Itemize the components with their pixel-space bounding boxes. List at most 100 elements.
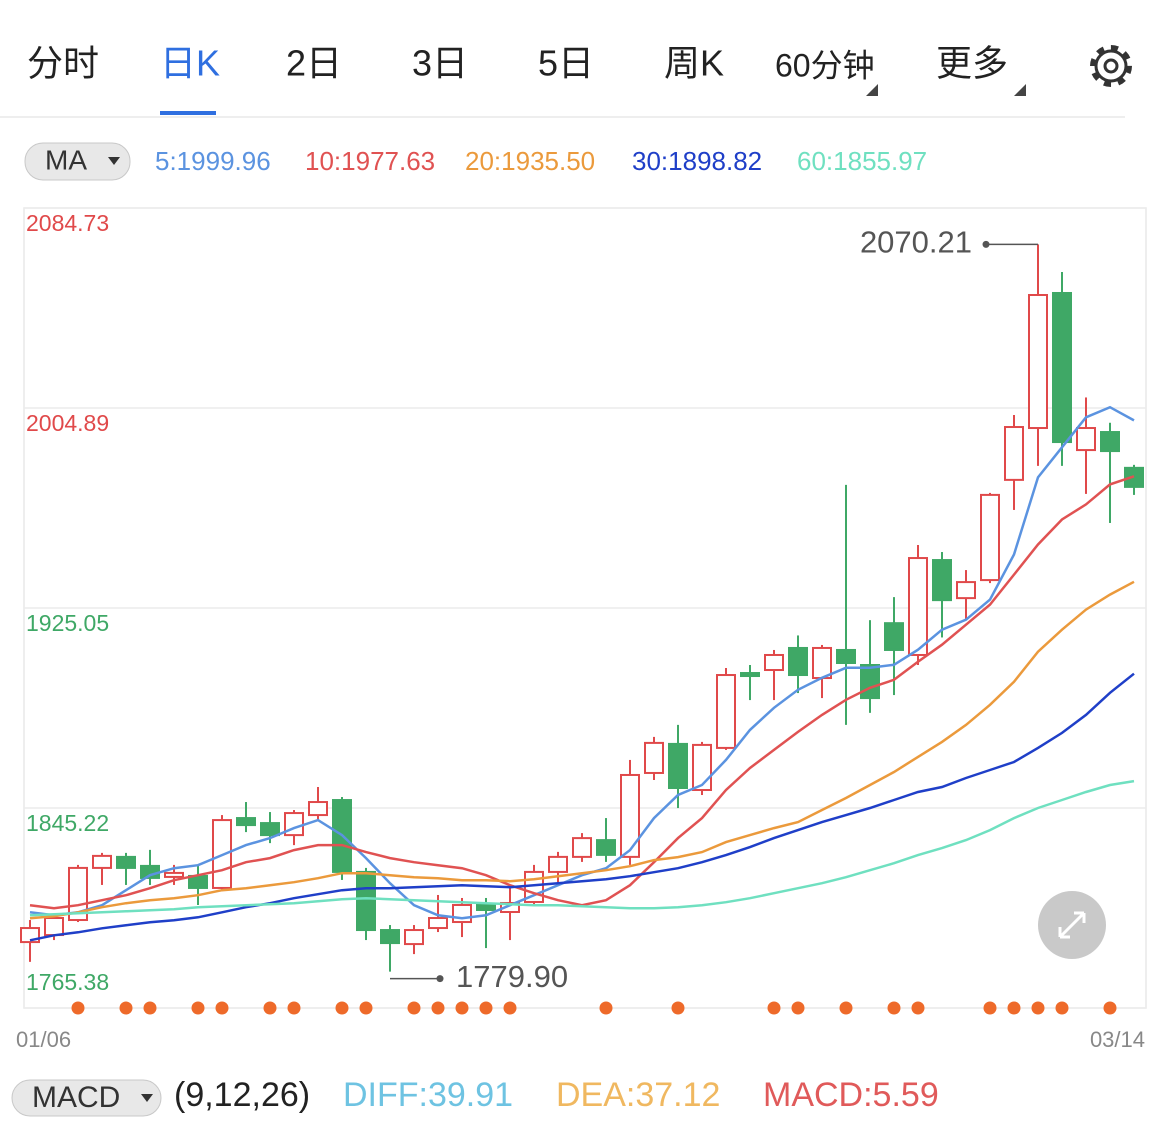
signal-dot [503,1001,517,1015]
y-tick-label: 2004.89 [26,410,109,436]
candle-body [956,581,976,600]
ma-line [29,672,1135,942]
tab[interactable]: 3日 [412,43,468,84]
gear-body [1094,49,1128,83]
candle-body [644,741,664,774]
selector-pill [11,1079,162,1117]
signal-dot [791,1001,805,1015]
y-tick-label: 1925.05 [26,610,109,636]
candle-body [380,929,400,945]
signal-dot [1103,1001,1117,1015]
candle-body [1004,426,1024,481]
legend-entry: 5:1999.96 [155,146,271,176]
signal-dot [455,1001,469,1015]
ma-line [29,580,1135,920]
low-dot [436,975,444,983]
tab[interactable]: 分时 [27,43,99,84]
ma-line [29,779,1135,917]
legend-entry: 60:1855.97 [797,146,927,176]
signal-dot [671,1001,685,1015]
tab-underline [160,111,216,115]
candle-body [1076,427,1096,452]
candle-body [428,917,448,930]
signal-dot [887,1001,901,1015]
tab[interactable]: 5日 [538,43,594,84]
candle-body [668,742,688,790]
signal-dot [911,1001,925,1015]
selector-label: MA [45,144,87,175]
gear-teeth [1090,45,1132,87]
macd-value: DEA:37.12 [556,1076,720,1114]
x-tick-label: 03/14 [1090,1027,1145,1052]
signal-dot [359,1001,373,1015]
candle-body [860,664,880,700]
y-tick-label: 1765.38 [26,969,109,995]
signal-dot [983,1001,997,1015]
signal-dot [143,1001,157,1015]
signal-dot [599,1001,613,1015]
expand-button[interactable] [1038,891,1106,959]
tab[interactable]: 周K [664,43,724,84]
signal-dot [71,1001,85,1015]
signal-dot [1031,1001,1045,1015]
legend-entry: 20:1935.50 [465,146,595,176]
signal-dot [215,1001,229,1015]
legend-entry: 30:1898.82 [632,146,762,176]
candle-body [716,674,736,749]
tab-active[interactable]: 日K [160,43,220,84]
macd-params: (9,12,26) [174,1076,310,1114]
candle-body [476,903,496,912]
gear-hole [1103,58,1119,74]
tab[interactable]: 60分钟 [775,47,875,83]
ma-line [29,405,1135,920]
signal-dot [287,1001,301,1015]
high-dot [982,240,990,248]
candle-body [1052,291,1072,444]
candle-body [164,871,184,878]
candle-body [572,837,592,858]
selector-label: MACD [32,1081,120,1114]
candle-body [620,773,640,858]
candle-body [404,929,424,946]
candle-body [812,646,832,680]
candle-body [356,870,376,932]
candle-body [764,653,784,672]
candle-body [1100,431,1120,453]
y-tick-label: 1845.22 [26,810,109,836]
candle-body [92,854,112,869]
high-label: 2070.21 [860,225,972,260]
candle-body [548,855,568,873]
signal-dot [335,1001,349,1015]
macd-selector[interactable]: MACD [11,1079,162,1117]
signal-dot [1055,1001,1069,1015]
selector-pill [24,142,131,181]
dropdown-corner [866,84,878,96]
x-tick-label: 01/06 [16,1027,71,1052]
settings-icon[interactable] [1090,45,1132,87]
candle-body [260,822,280,837]
candle-body [308,801,328,817]
candle-body [116,855,136,869]
signal-dot [263,1001,277,1015]
signal-dot [119,1001,133,1015]
signal-dot [191,1001,205,1015]
y-tick-label: 2084.73 [26,210,109,236]
candle-body [236,817,256,827]
candle-body [980,493,1000,582]
macd-value: MACD:5.59 [763,1076,939,1114]
selector-caret [141,1094,153,1102]
candle-body [908,557,928,656]
expand-arrows [1058,911,1086,939]
dropdown-corner [1014,84,1026,96]
signal-dot [407,1001,421,1015]
signal-dot [767,1001,781,1015]
tab[interactable]: 更多 [936,43,1008,84]
candle-body [1028,294,1048,430]
selector-caret [108,157,120,165]
signal-dot [479,1001,493,1015]
tab[interactable]: 2日 [286,43,342,84]
candle-body [884,622,904,651]
ma-selector[interactable]: MA [24,142,131,181]
